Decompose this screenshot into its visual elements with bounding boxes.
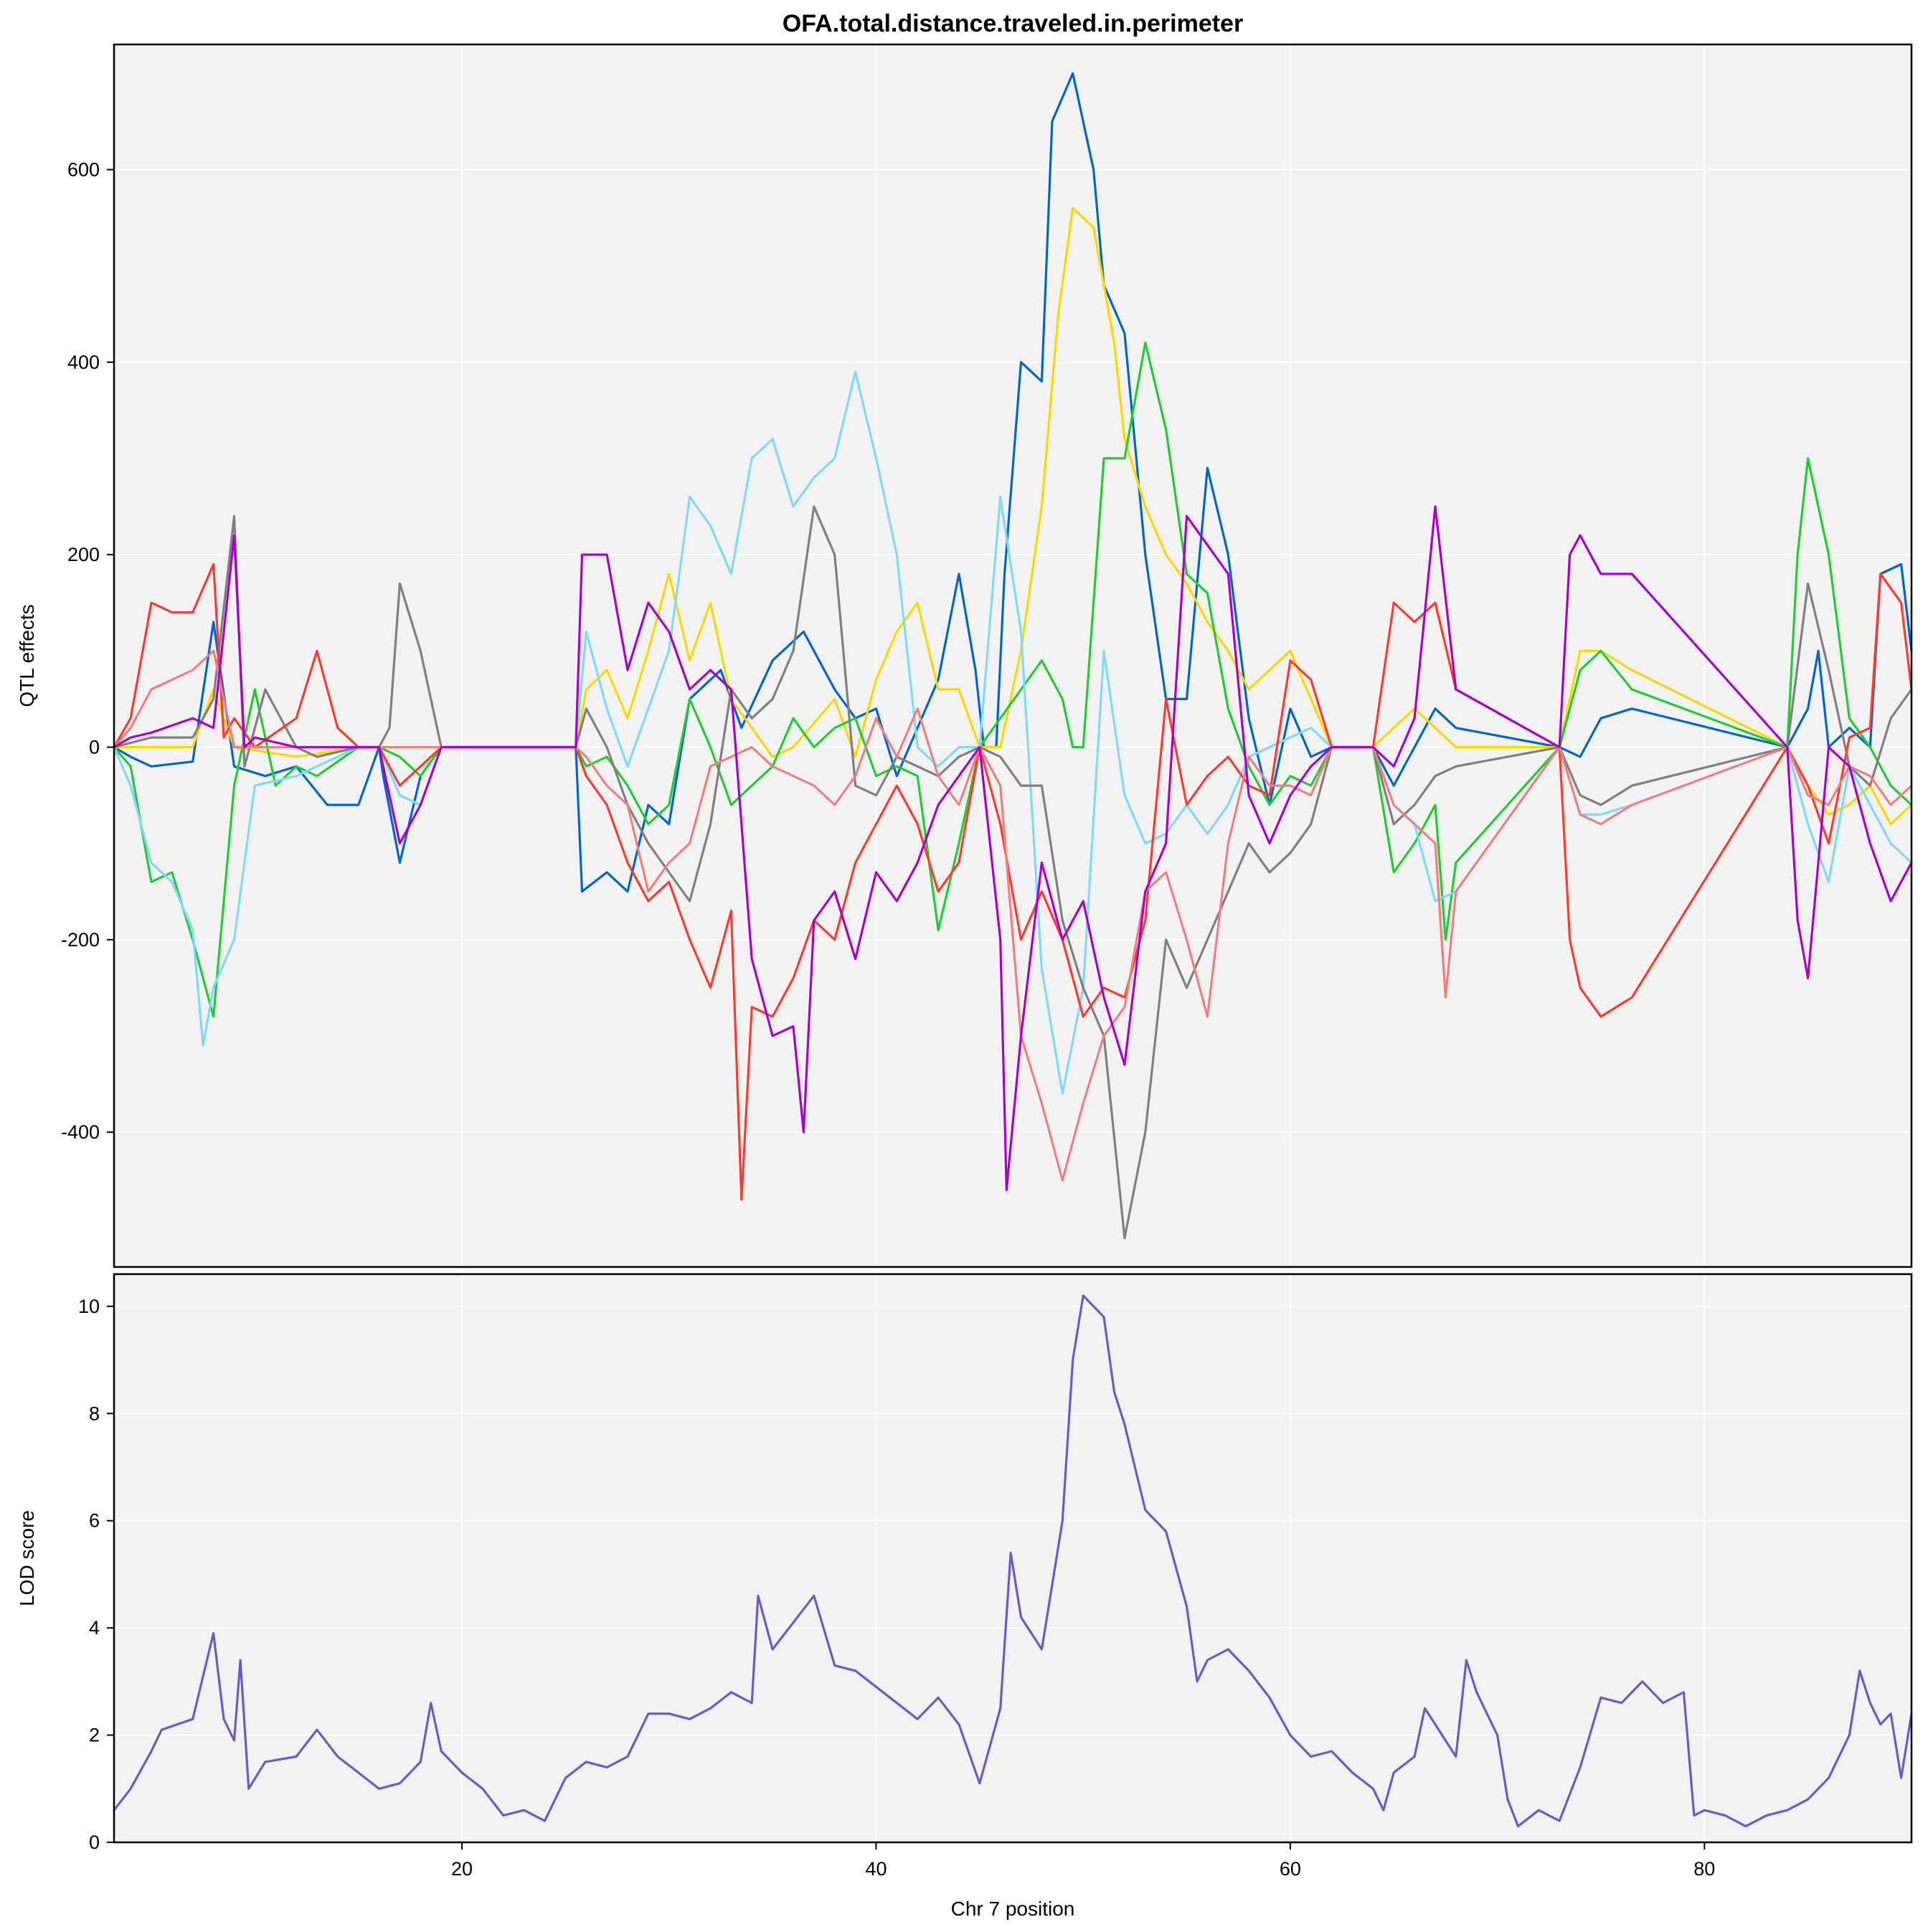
y-tick-label: 6 [89,1510,100,1532]
y-tick-label: 600 [67,159,100,180]
y-tick-label: 2 [89,1725,100,1746]
x-tick-label: 20 [451,1858,473,1880]
y-tick-label: -400 [61,1121,100,1143]
y-tick-label: 200 [67,544,100,565]
lod-panel-border [113,1273,1913,1844]
lod-series-line [113,1294,1913,1828]
lod-y-axis-label: LOD score [16,1510,38,1606]
lod-series [113,1294,1913,1828]
effects-series-line [113,370,1913,1095]
lod-panel-background [114,1274,1912,1842]
y-tick-label: 8 [89,1403,100,1424]
chart-title: OFA.total.distance.traveled.in.perimeter [783,10,1243,37]
y-tick-label: 4 [89,1617,100,1639]
x-tick-label: 80 [1693,1858,1715,1880]
effects-panel-border [113,43,1913,1268]
effects-panel-background [114,44,1912,1267]
lod-panel: 10 8 6 4 2 0 LOD score [16,1273,1913,1853]
y-tick-label: -200 [61,929,100,951]
y-tick-label: 0 [89,736,100,758]
x-tick-label: 40 [865,1858,887,1880]
effects-y-ticks: 600 400 200 0 -200 -400 [61,159,114,1143]
effects-y-axis-label: QTL effects [16,604,38,707]
effects-series [113,72,1913,1240]
y-tick-label: 10 [78,1296,100,1317]
effects-series-line [113,505,1913,1192]
effects-series-line [113,72,1913,893]
y-tick-label: 400 [67,352,100,373]
effects-panel: 600 400 200 0 -200 -400 QTL effects [16,43,1913,1268]
x-tick-label: 60 [1280,1858,1301,1880]
x-axis-ticks: 20 40 60 80 [451,1842,1715,1880]
lod-y-ticks: 10 8 6 4 2 0 [78,1296,114,1853]
effects-series-line [113,505,1913,1240]
y-tick-label: 0 [89,1832,100,1853]
x-axis-label: Chr 7 position [951,1898,1075,1920]
